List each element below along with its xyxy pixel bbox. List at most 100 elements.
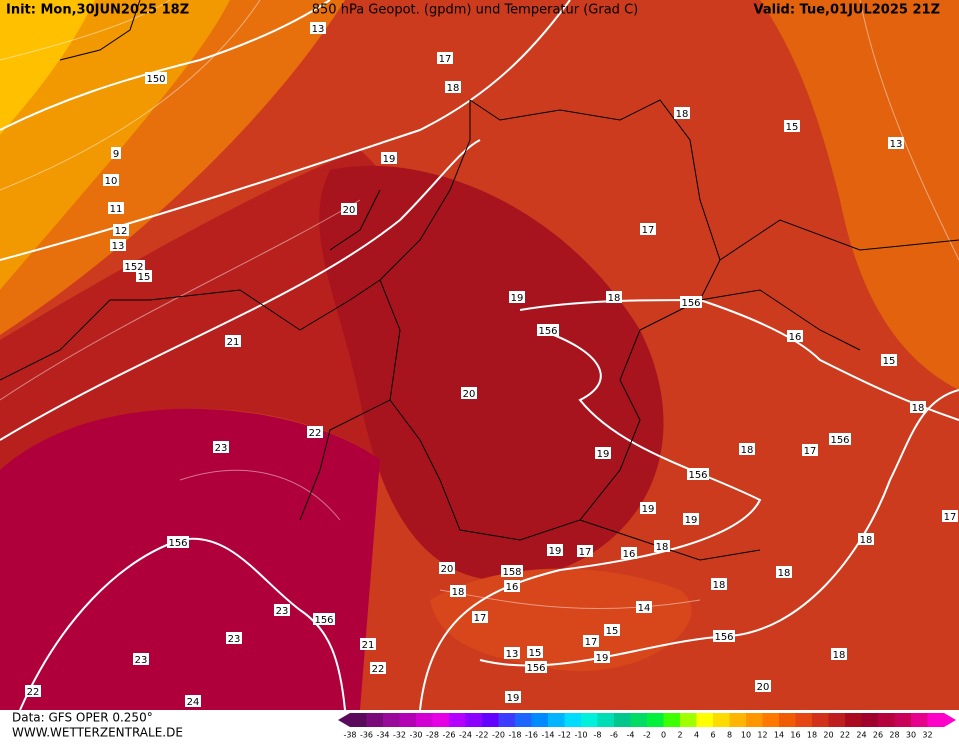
label-box: [713, 630, 735, 642]
label-box: [604, 624, 620, 636]
label-box: [881, 354, 897, 366]
label-box: [360, 638, 376, 650]
label-box: [683, 513, 699, 525]
valid-time: Valid: Tue,01JUL2025 21Z: [753, 3, 940, 18]
label-box: [636, 601, 652, 613]
arrow-left: [338, 713, 350, 727]
label-box: [370, 662, 386, 674]
contour-label: 19: [642, 504, 655, 515]
colorbar-label: -18: [508, 731, 521, 740]
label-box: [225, 335, 241, 347]
label-box: [472, 611, 488, 623]
color-box: [713, 713, 730, 727]
label-box: [784, 120, 800, 132]
label-box: [313, 613, 335, 625]
contour-label: 22: [27, 687, 40, 698]
color-box: [828, 713, 846, 727]
contour-label: 17: [804, 446, 817, 457]
color-box: [399, 713, 417, 727]
label-box: [831, 648, 847, 660]
colorbar-label: 16: [790, 731, 800, 740]
label-box: [711, 578, 727, 590]
color-box: [432, 713, 450, 727]
colorbar-label: 30: [906, 731, 916, 740]
contour-label: 152: [124, 262, 143, 273]
label-box: [110, 239, 126, 251]
contour-label: 150: [146, 74, 165, 85]
color-box: [696, 713, 714, 727]
color-box: [630, 713, 648, 727]
arrow-right: [944, 713, 956, 727]
color-box: [548, 713, 565, 727]
contour-label: 18: [656, 542, 669, 553]
label-box: [113, 224, 129, 236]
color-box: [614, 713, 631, 727]
label-box: [504, 580, 520, 592]
label-box: [111, 147, 121, 159]
label-box: [527, 646, 543, 658]
contour-label: 10: [105, 176, 118, 187]
contour-label: 19: [685, 515, 698, 526]
label-box: [213, 441, 229, 453]
contour-label: 18: [778, 568, 791, 579]
contour-label: 21: [362, 640, 375, 651]
label-box: [167, 536, 189, 548]
colorbar-label: 26: [873, 731, 883, 740]
colorbar-label: -38: [343, 731, 356, 740]
label-box: [640, 223, 656, 235]
label-box: [829, 433, 851, 445]
contour-label: 17: [642, 225, 655, 236]
color-box: [878, 713, 895, 727]
isotherms: [0, 0, 959, 610]
init-time: Init: Mon,30JUN2025 18Z: [6, 3, 189, 18]
color-box: [911, 713, 928, 727]
colorbar-label: -36: [360, 731, 373, 740]
contour-label: 24: [187, 697, 200, 708]
colorbar-label: 6: [710, 731, 715, 740]
contour-label: 17: [585, 637, 598, 648]
colorbar-label: -12: [558, 731, 571, 740]
contour-label: 22: [372, 664, 385, 675]
colorbar-label: -20: [492, 731, 505, 740]
contour-label: 18: [912, 403, 925, 414]
colorbar-label: 2: [677, 731, 682, 740]
label-box: [888, 137, 904, 149]
color-box: [779, 713, 796, 727]
site: WWW.WETTERZENTRALE.DE: [12, 726, 183, 740]
contour-label: 17: [474, 613, 487, 624]
contour-label: 18: [833, 650, 846, 661]
label-box: [274, 604, 290, 616]
contour-label: 20: [343, 205, 356, 216]
contour-label: 156: [538, 326, 557, 337]
contour-label: 20: [441, 564, 454, 575]
colorbar-label: 20: [823, 731, 833, 740]
contour-label: 18: [452, 587, 465, 598]
label-box: [525, 661, 547, 673]
contour-label: 23: [135, 655, 148, 666]
label-box: [310, 22, 326, 34]
label-box: [133, 653, 149, 665]
colorbar-label: -24: [459, 731, 472, 740]
label-box: [505, 691, 521, 703]
label-box: [755, 680, 771, 692]
color-box: [894, 713, 912, 727]
contour-label: 13: [890, 139, 903, 150]
contour-label: 156: [830, 435, 849, 446]
contour-label: 19: [597, 449, 610, 460]
label-box: [439, 562, 455, 574]
label-box: [504, 647, 520, 659]
contour-label: 18: [608, 293, 621, 304]
contour-label: 17: [579, 547, 592, 558]
color-box: [927, 713, 945, 727]
contour-label: 23: [228, 634, 241, 645]
label-box: [501, 565, 523, 577]
label-box: [654, 540, 670, 552]
contour-label: 9: [113, 149, 119, 160]
contour-label: 15: [883, 356, 896, 367]
map: [0, 0, 959, 711]
contour-label: 19: [507, 693, 520, 704]
label-box: [621, 547, 637, 559]
color-box: [581, 713, 598, 727]
contour-label: 19: [596, 653, 609, 664]
